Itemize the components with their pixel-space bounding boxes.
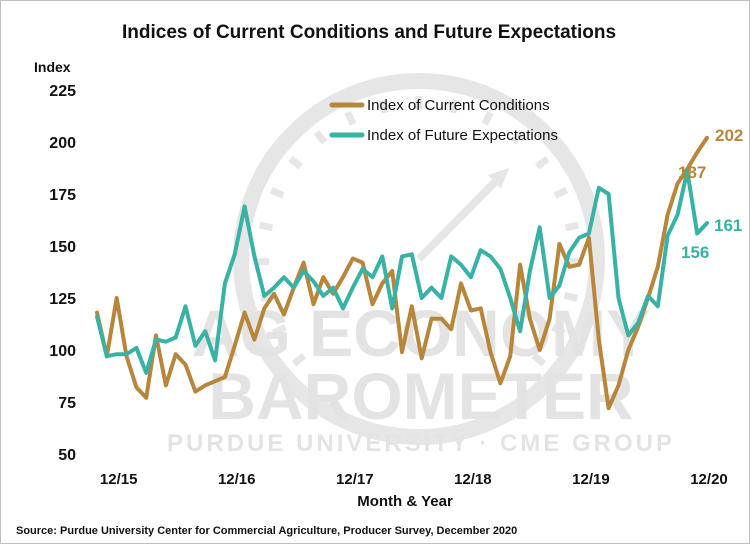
y-tick-label: 100 [49, 343, 76, 360]
gauge-tick [258, 221, 274, 232]
gauge-tick [510, 130, 525, 145]
data-label: 161 [714, 216, 742, 235]
gauge-tick [564, 221, 580, 232]
x-tick-label: 12/16 [218, 471, 256, 488]
gauge-tick [535, 155, 550, 170]
gauge-tick [313, 130, 328, 145]
y-tick-label: 200 [49, 135, 76, 152]
x-tick-label: 12/17 [336, 471, 374, 488]
gauge-tick [272, 323, 287, 337]
gauge-ring [233, 73, 605, 445]
data-label: 156 [681, 243, 709, 262]
y-tick-label: 50 [58, 447, 76, 464]
x-tick-label: 12/20 [690, 471, 728, 488]
x-tick-labels: 12/15 12/16 12/17 12/18 12/19 12/20 [100, 471, 728, 488]
watermark-line-3: PURDUE UNIVERSITY · CME GROUP [167, 430, 675, 457]
gauge-ticks [255, 96, 583, 367]
gauge-tick [269, 186, 285, 199]
series-lines [95, 135, 709, 411]
y-axis-label: Index [34, 59, 71, 75]
data-label: 202 [715, 126, 743, 145]
gauge-tick [563, 291, 579, 302]
gauge-tick [481, 110, 494, 126]
legend-label-future-expectations: Index of Future Expectations [367, 127, 558, 144]
gauge-tick [288, 155, 303, 170]
gauge-tick [344, 110, 357, 126]
gauge-tick [449, 99, 460, 114]
series-line-future-expectations [95, 169, 709, 375]
source-note: Source: Purdue University Center for Com… [16, 525, 517, 537]
gauge-tick [553, 186, 569, 199]
y-tick-label: 75 [58, 395, 76, 412]
gauge-tick [551, 323, 566, 337]
gauge-tick [378, 99, 389, 114]
end-value-labels: 202 187 161 156 [678, 126, 743, 262]
y-tick-label: 125 [49, 291, 76, 308]
data-label: 187 [678, 163, 706, 182]
y-tick-label: 175 [49, 187, 76, 204]
legend-label-current-conditions: Index of Current Conditions [367, 97, 550, 114]
chart-title: Indices of Current Conditions and Future… [122, 22, 616, 43]
gauge-needle-head [488, 168, 509, 189]
y-tick-label: 150 [49, 239, 76, 256]
gauge-tick [291, 352, 307, 367]
y-tick-labels: 50 75 100 125 150 175 200 225 [49, 83, 76, 464]
series-line-current-conditions [95, 135, 709, 411]
x-tick-label: 12/18 [454, 471, 492, 488]
x-axis-label: Month & Year [357, 493, 453, 510]
watermark-line-2: BAROMETER [208, 359, 633, 433]
gauge-needle [416, 173, 504, 262]
x-tick-label: 12/19 [572, 471, 610, 488]
x-tick-label: 12/15 [100, 471, 138, 488]
legend: Index of Current Conditions Index of Fut… [329, 97, 558, 144]
gauge-tick [531, 352, 547, 367]
y-tick-label: 225 [49, 83, 76, 100]
